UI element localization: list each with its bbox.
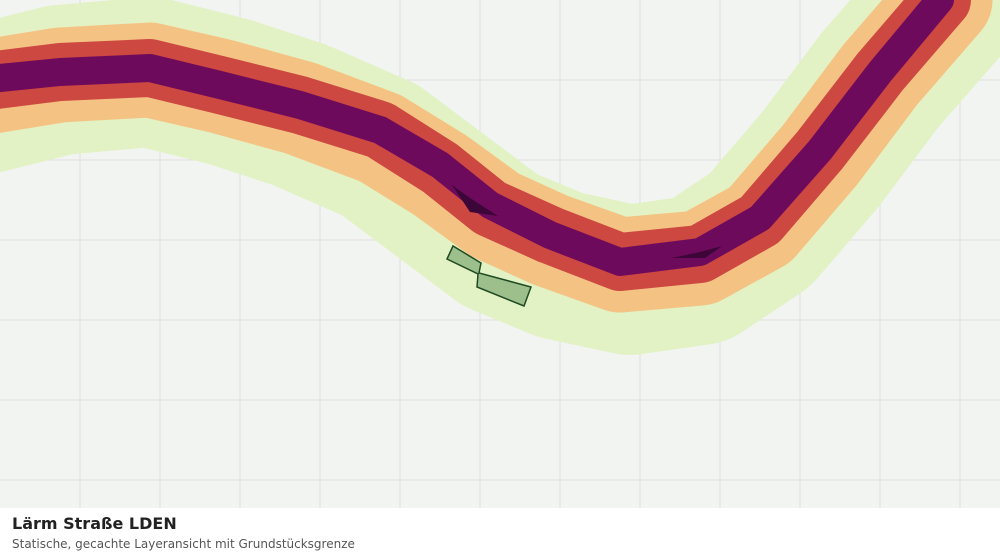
noise-zones	[0, 0, 1000, 355]
footer: Lärm Straße LDEN Statische, gecachte Lay…	[0, 508, 1000, 560]
noise-zone-highest	[0, 0, 954, 276]
parcel-boundary	[446, 244, 532, 307]
map-subtitle: Statische, gecachte Layeransicht mit Gru…	[12, 537, 355, 551]
noise-hotspot	[452, 185, 498, 216]
map	[0, 0, 1000, 508]
map-title: Lärm Straße LDEN	[12, 514, 177, 533]
noise-hotspot	[672, 246, 722, 258]
